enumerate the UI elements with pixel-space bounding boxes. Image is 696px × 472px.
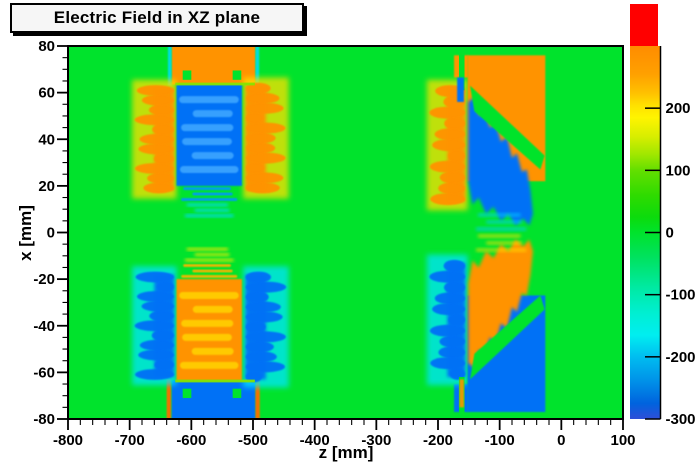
color-scale-label: 100 (666, 162, 691, 179)
left-core-top-tail-2 (184, 203, 234, 218)
color-scale-overflow (630, 4, 658, 46)
color-scale-label: 0 (666, 225, 674, 242)
left-sliver-top-right (255, 46, 260, 86)
y-axis-title: x [mm] (16, 205, 35, 261)
left-core-bottom-streaks (179, 291, 239, 369)
left-core-top-tail-1 (181, 187, 238, 201)
right-blob-bottom-tail (475, 234, 527, 252)
right-wedge-top (470, 85, 545, 170)
right-wisp-orange-bottom (459, 379, 464, 408)
y-tick-label: -20 (33, 271, 55, 288)
right-notch-green-top (458, 54, 465, 91)
x-tick-label: -400 (300, 432, 330, 449)
title-box: Electric Field in XZ plane (10, 3, 304, 33)
color-scale-label: -200 (666, 349, 696, 366)
right-blob-top-tail (475, 213, 527, 231)
y-tick-label: 20 (38, 178, 55, 195)
x-axis: -800 -700 -600 -500 -400 -300 -200 -100 0 100 (53, 419, 636, 449)
x-tick-label: -300 (361, 432, 391, 449)
x-tick-label: -800 (53, 432, 83, 449)
right-blob-bottom (468, 239, 533, 368)
y-tick-label: 0 (47, 225, 55, 242)
left-seam-top (175, 82, 255, 86)
right-fringe-top (426, 79, 468, 211)
left-seam-bottom (175, 379, 255, 383)
x-tick-label: -700 (115, 432, 145, 449)
left-sliver-bottom-left (166, 379, 171, 419)
left-cap-top-hole-2 (232, 70, 242, 80)
left-cap-bottom-hole-2 (232, 388, 242, 399)
left-cap-bottom (171, 380, 256, 419)
left-cap-top-hole-1 (182, 70, 192, 80)
y-tick-label: -40 (33, 318, 55, 335)
y-tick-label: 60 (38, 85, 55, 102)
x-tick-label: -100 (485, 432, 515, 449)
color-scale-label: -300 (666, 411, 696, 428)
y-axis: -80 -60 -40 -20 0 20 40 60 80 (33, 38, 68, 428)
left-sliver-top-left (167, 46, 172, 86)
left-fringe-top-left (132, 79, 177, 199)
x-tick-label: -500 (238, 432, 268, 449)
left-fringe-bottom-left (132, 266, 177, 386)
y-tick-label: 80 (38, 38, 55, 55)
x-tick-label: -200 (423, 432, 453, 449)
plot-title: Electric Field in XZ plane (53, 8, 261, 27)
right-wedge-bottom (470, 295, 545, 380)
left-fringe-top-right (243, 77, 289, 199)
left-fringe-bottom-right (243, 266, 289, 388)
left-core-bottom-tail-1 (181, 264, 238, 278)
color-scale-label: 200 (666, 100, 691, 117)
x-tick-label: 100 (610, 432, 635, 449)
right-fringe-bottom (426, 254, 468, 386)
y-tick-label: -60 (33, 364, 55, 381)
heatmap-layer (68, 46, 623, 419)
left-sliver-bottom-right (255, 379, 260, 419)
left-core-bottom-tail-2 (184, 247, 234, 262)
x-tick-label: 0 (557, 432, 565, 449)
right-blob-top (468, 97, 533, 226)
left-core-top-streaks (179, 96, 239, 174)
color-scale: -300 -200 -100 0 100 200 (630, 4, 696, 428)
right-notch-blue-top (457, 77, 464, 102)
y-tick-label: 40 (38, 131, 55, 148)
x-axis-title: z [mm] (319, 443, 374, 462)
left-cap-bottom-hole-1 (182, 388, 192, 399)
x-tick-label: -600 (176, 432, 206, 449)
color-scale-label: -100 (666, 287, 696, 304)
y-tick-label: -80 (33, 411, 55, 428)
